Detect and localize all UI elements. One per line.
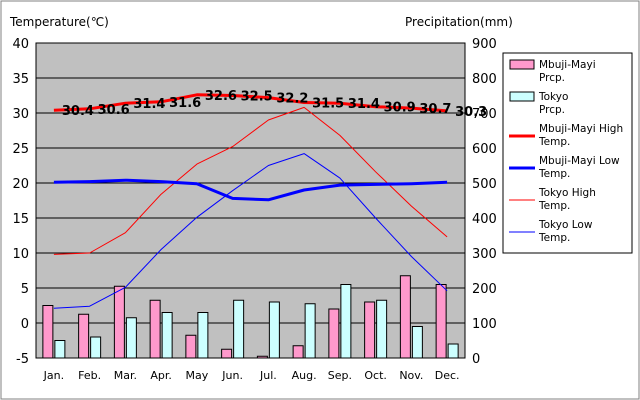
legend-label: Tokyo Prcp.	[538, 91, 568, 116]
month-label: Apr.	[150, 369, 172, 382]
data-label: 31.4	[133, 97, 165, 112]
month-label: Jan.	[43, 369, 64, 382]
precipitation-bar	[364, 301, 376, 359]
left-tick-label: -5	[16, 352, 29, 367]
month-label: Feb.	[78, 369, 101, 382]
data-label: 32.6	[205, 89, 237, 104]
left-tick-label: 5	[21, 282, 29, 297]
legend-box	[502, 52, 633, 254]
precipitation-bar	[340, 284, 352, 359]
right-tick-label: 800	[472, 72, 497, 87]
right-axis-title: Precipitation(mm)	[405, 15, 513, 29]
data-label: 30.4	[62, 104, 94, 119]
month-label: Dec.	[435, 369, 460, 382]
precipitation-bar	[328, 308, 340, 359]
month-label: Oct.	[364, 369, 387, 382]
right-tick-label: 400	[472, 212, 497, 227]
temperature-series-line	[53, 153, 448, 309]
right-tick-label: 700	[472, 107, 497, 122]
legend-label: Mbuji-Mayi Prcp.	[539, 59, 596, 84]
month-label: Jul.	[259, 369, 277, 382]
legend-label: Tokyo High Temp.	[538, 187, 596, 212]
precipitation-bar	[376, 299, 388, 359]
temperature-series-line	[53, 178, 448, 202]
precipitation-bar	[221, 348, 233, 359]
precipitation-bar	[435, 284, 447, 359]
precipitation-bar	[42, 305, 54, 359]
precipitation-bar	[125, 317, 137, 359]
month-label: Sep.	[328, 369, 352, 382]
precipitation-bar	[292, 345, 304, 359]
data-label: 32.2	[276, 92, 308, 107]
data-label: 31.5	[312, 97, 344, 112]
temperature-series-line	[53, 93, 448, 113]
left-tick-label: 30	[12, 107, 29, 122]
month-label: May	[186, 369, 209, 382]
precipitation-bar	[185, 334, 197, 359]
month-label: Mar.	[114, 369, 137, 382]
legend: Mbuji-Mayi Prcp. Tokyo Prcp. Mbuji-Mayi High…	[502, 52, 633, 254]
right-axis-ticks: 0 100 200 300 400 500 600 700 800 900	[472, 37, 497, 367]
precipitation-bar	[447, 343, 459, 359]
legend-label: Mbuji-Mayi Low Temp.	[538, 155, 620, 180]
left-tick-label: 25	[12, 142, 29, 157]
left-tick-label: 15	[12, 212, 29, 227]
precipitation-bars	[42, 275, 459, 359]
legend-label: Mbuji-Mayi High Temp.	[538, 123, 623, 148]
data-label: 31.6	[169, 96, 201, 111]
precipitation-bar	[233, 299, 245, 359]
precipitation-bar	[90, 336, 102, 359]
x-axis-ticks: Jan. Feb. Mar. Apr. May Jun. Jul. Aug. Sep. Oct. N…	[43, 369, 460, 382]
right-tick-label: 300	[472, 247, 497, 262]
left-tick-label: 20	[12, 177, 29, 192]
precipitation-bar	[304, 303, 316, 359]
precipitation-bar	[197, 312, 209, 359]
right-tick-label: 200	[472, 282, 497, 297]
precipitation-bar	[113, 285, 125, 359]
right-tick-label: 500	[472, 177, 497, 192]
right-tick-label: 900	[472, 37, 497, 52]
precipitation-bar	[411, 326, 423, 359]
precipitation-bar	[54, 340, 66, 359]
left-tick-label: 35	[12, 72, 29, 87]
left-tick-label: 40	[12, 37, 29, 52]
precipitation-bar	[78, 313, 90, 359]
temperature-lines	[53, 93, 448, 309]
month-label: Aug.	[292, 369, 317, 382]
left-tick-label: 0	[21, 317, 29, 332]
left-axis-title: Temperature(℃)	[9, 15, 109, 29]
legend-label: Tokyo Low Temp.	[538, 219, 593, 244]
temperature-series-line	[53, 106, 448, 255]
data-label: 30.3	[455, 105, 487, 120]
month-label: Nov.	[399, 369, 423, 382]
precipitation-bar	[399, 275, 411, 359]
data-label: 32.5	[241, 90, 273, 105]
legend-swatch	[509, 59, 535, 70]
precipitation-bar	[268, 301, 280, 359]
left-tick-label: 10	[12, 247, 29, 262]
precipitation-bar	[161, 312, 173, 359]
left-axis-ticks: -5 0 5 10 15 20 25 30 35 40	[12, 37, 29, 367]
right-tick-label: 600	[472, 142, 497, 157]
legend-swatch	[509, 91, 535, 102]
precipitation-bar	[256, 355, 268, 359]
month-label: Jun.	[221, 369, 243, 382]
data-label: 31.4	[348, 97, 380, 112]
data-label: 30.9	[384, 101, 416, 116]
right-tick-label: 0	[472, 352, 480, 367]
right-tick-label: 100	[472, 317, 497, 332]
data-label: 30.7	[419, 102, 451, 117]
data-labels: 30.4 30.6 31.4 31.6 32.6 32.5 32.2 31.5 31.4 30.9…	[62, 89, 487, 120]
data-label: 30.6	[98, 103, 130, 118]
precipitation-bar	[149, 299, 161, 359]
